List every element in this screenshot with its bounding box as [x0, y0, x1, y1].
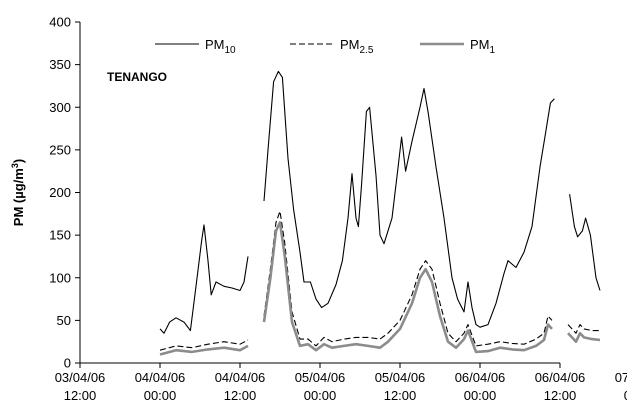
y-tick-label: 150: [49, 228, 71, 243]
series-line-pm1-segment-3: [567, 331, 601, 343]
y-tick-label: 200: [49, 185, 71, 200]
y-tick-label: 100: [49, 270, 71, 285]
series-line-pm25-segment-2: [263, 210, 553, 347]
series-line-pm10-segment-2: [263, 70, 555, 328]
x-tick-label-date: 04/04/06: [215, 370, 266, 385]
x-tick-label-time: 00:00: [304, 388, 337, 403]
x-tick-label-time: 12:00: [544, 388, 577, 403]
x-tick-label-time: 12:00: [224, 388, 257, 403]
y-axis-title-sup: 3: [10, 163, 20, 168]
x-tick-label-time: 12:00: [384, 388, 417, 403]
x-tick-label-date: 07/04/06: [615, 370, 627, 385]
series-line-pm1-segment-2: [262, 221, 553, 354]
series-line-pm10-segment-1: [159, 224, 249, 334]
station-label: TENANGO: [107, 70, 167, 84]
y-tick-label: 300: [49, 100, 71, 115]
x-tick-label-date: 06/04/06: [535, 370, 586, 385]
legend: PM10 PM2.5 PM1: [155, 37, 496, 56]
legend-label-pm25: PM2.5: [340, 37, 374, 56]
series-layer: [159, 70, 601, 356]
y-tick-label: 250: [49, 142, 71, 157]
x-tick-label-time: 12:00: [64, 388, 97, 403]
y-axis-title-main: PM (µg/m: [11, 168, 26, 226]
y-tick-label: 350: [49, 57, 71, 72]
x-tick-label-date: 03/04/06: [55, 370, 106, 385]
x-tick-label-date: 04/04/06: [135, 370, 186, 385]
x-tick-label-time: 00:00: [464, 388, 497, 403]
x-tick-label-time: 00:00: [624, 388, 627, 403]
y-tick-label: 50: [57, 313, 71, 328]
x-tick-label-date: 05/04/06: [295, 370, 346, 385]
series-line-pm10-segment-3: [569, 194, 601, 291]
x-tick-label-date: 05/04/06: [375, 370, 426, 385]
series-line-pm1-segment-1: [159, 344, 249, 356]
legend-label-pm1: PM1: [470, 37, 496, 56]
y-axis-title: PM (µg/m3): [10, 159, 26, 226]
series-line-pm25-segment-1: [159, 339, 249, 351]
y-tick-label: 0: [64, 356, 71, 371]
series-line-pm25-segment-3: [567, 324, 600, 334]
legend-label-pm10: PM10: [205, 37, 236, 56]
y-axis-title-close: ): [11, 159, 26, 163]
x-tick-label-date: 06/04/06: [455, 370, 506, 385]
ticks-layer: 0 50 100 150 200 250 300 350 400 03/04/06 12:00 04/…: [49, 15, 627, 404]
x-tick-label-time: 00:00: [144, 388, 177, 403]
y-tick-label: 400: [49, 15, 71, 30]
